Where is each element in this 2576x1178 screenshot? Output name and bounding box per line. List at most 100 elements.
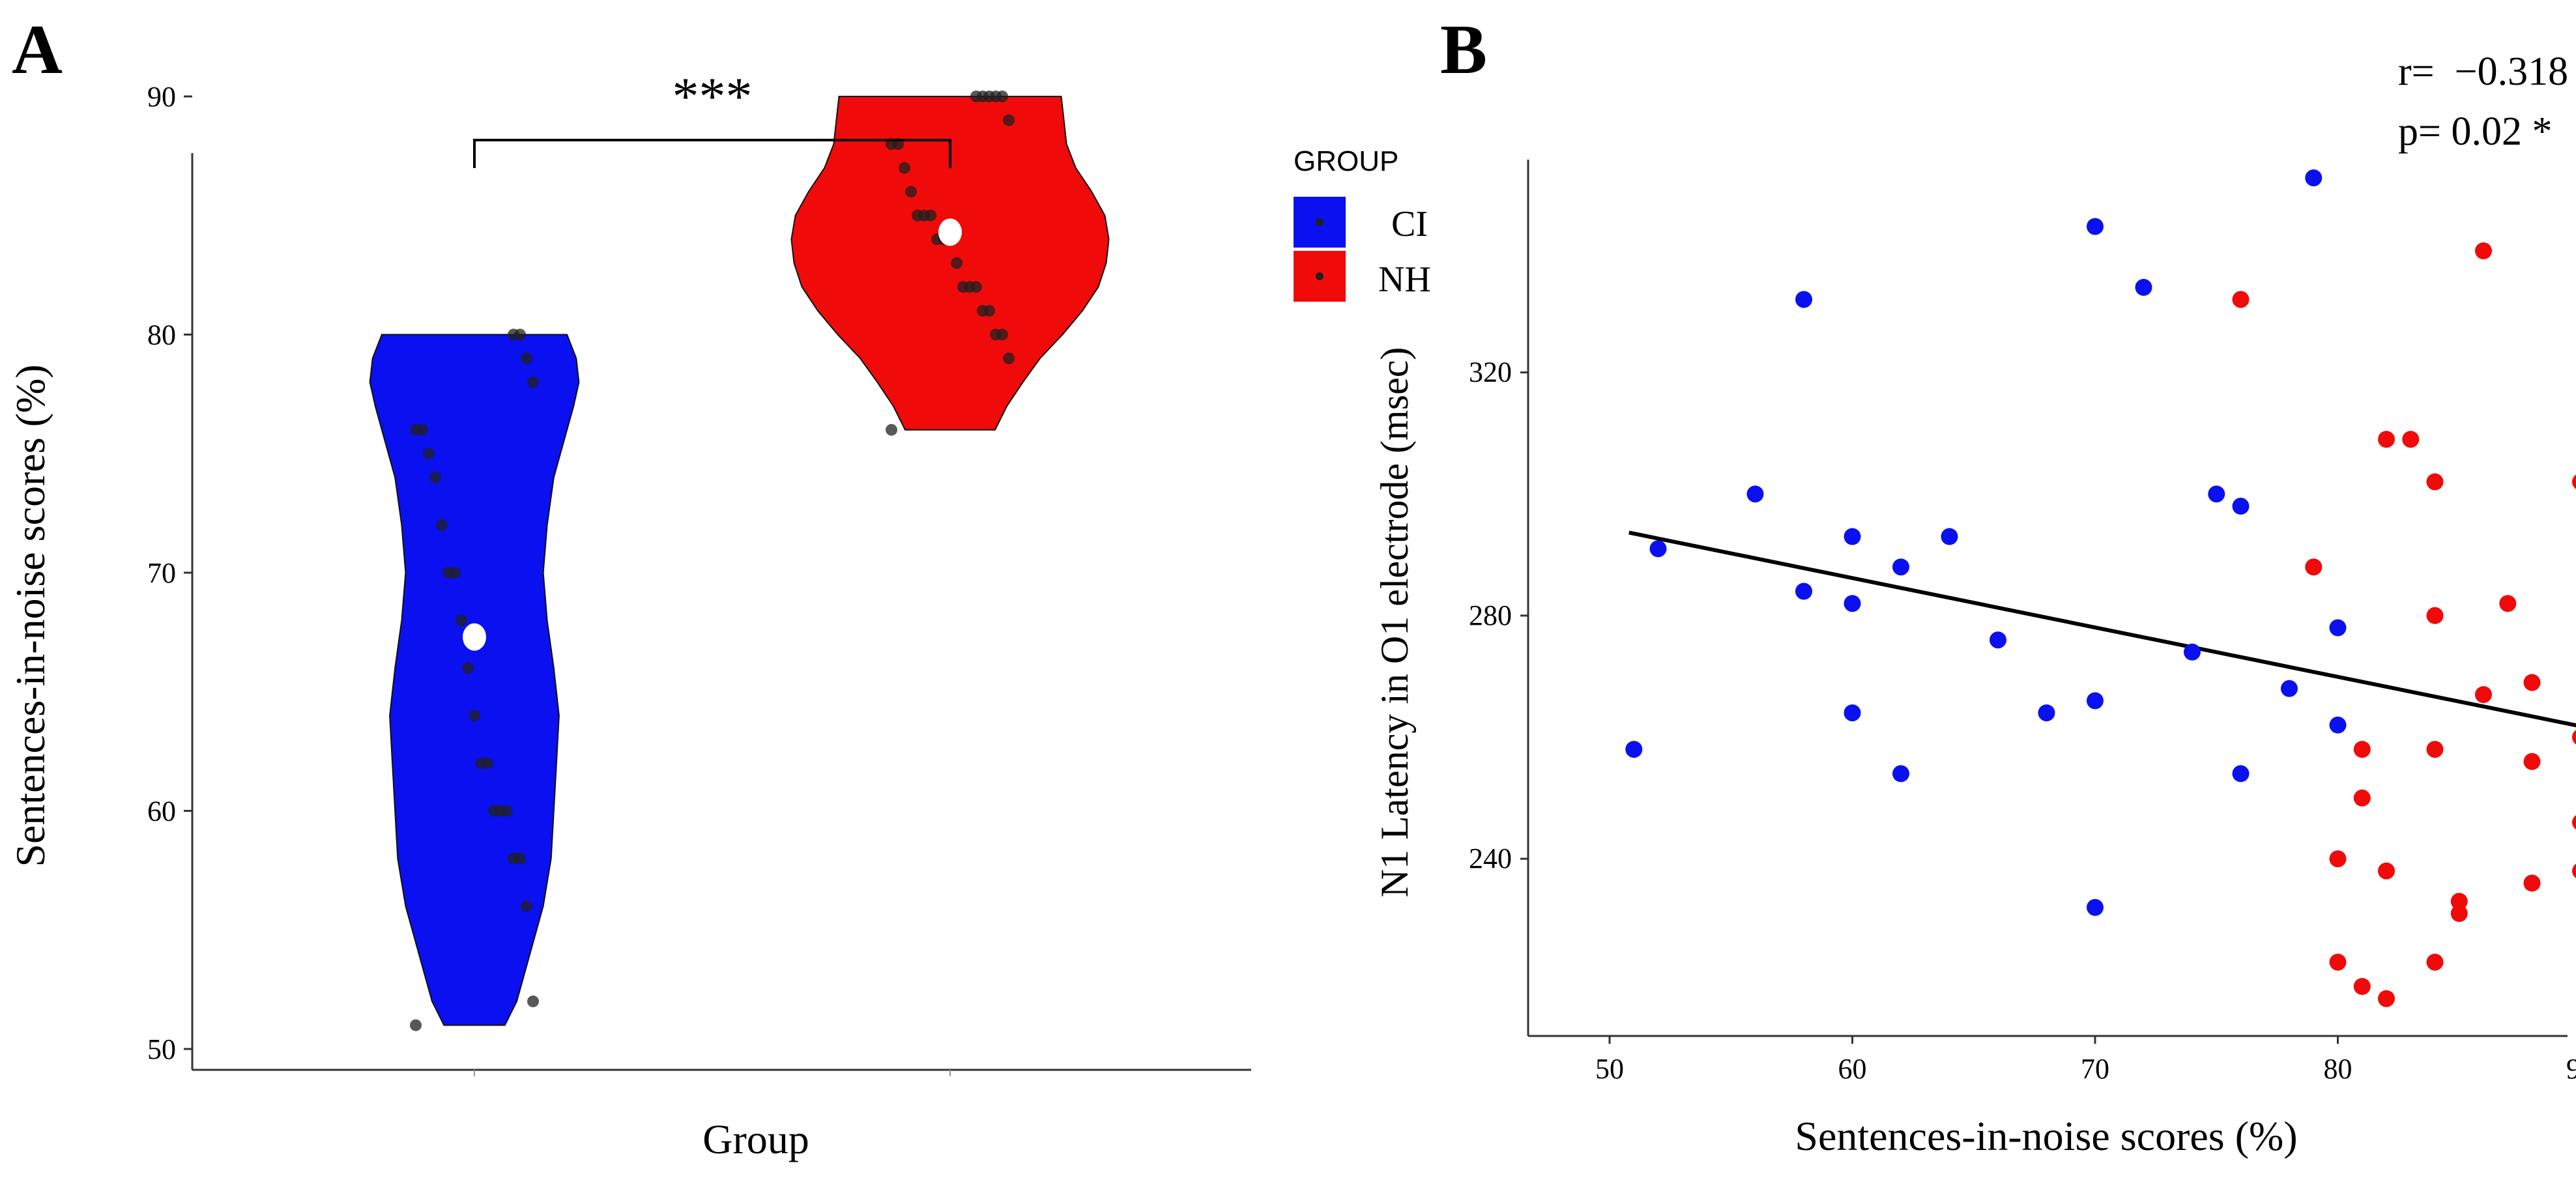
scatter-point-nh — [2475, 686, 2492, 704]
panel-b-x-tick-label: 50 — [1595, 1053, 1624, 1085]
scatter-point-nh — [2378, 990, 2395, 1007]
data-point-ci — [429, 471, 441, 483]
data-point-nh — [990, 328, 1002, 341]
data-point-nh — [886, 424, 897, 436]
panel-a-y-tick-label: 80 — [147, 319, 176, 351]
scatter-point-nh — [2402, 431, 2420, 448]
data-point-ci — [475, 757, 487, 769]
scatter-point-ci — [2232, 497, 2250, 515]
scatter-point-nh — [2353, 741, 2371, 758]
scatter-point-ci — [2135, 279, 2152, 296]
data-point-nh — [977, 305, 989, 317]
scatter-point-ci — [1649, 540, 1667, 558]
panel-b-x-tick-label: 60 — [1838, 1053, 1867, 1085]
data-point-nh — [905, 186, 917, 198]
data-point-ci — [488, 805, 500, 817]
panel-b-label: B — [1440, 11, 1487, 89]
data-point-nh — [912, 209, 923, 222]
scatter-point-ci — [2087, 692, 2104, 710]
data-point-nh — [970, 91, 982, 102]
panel-b-x-axis-label: Sentences-in-noise scores (%) — [1795, 1113, 2297, 1159]
scatter-point-nh — [2450, 893, 2468, 910]
scatter-point-nh — [2499, 595, 2517, 612]
data-point-nh — [1003, 114, 1015, 126]
scatter-plot-panel: 50 60 70 80 90 240 280 320 Sentences-in-noise s… — [1373, 50, 2576, 1159]
panel-a-y-axis-label: Sentences-in-noise scores (%) — [7, 364, 53, 867]
scatter-point-nh — [2378, 862, 2395, 880]
legend-label-ci: CI — [1391, 204, 1428, 244]
data-point-ci — [456, 614, 467, 627]
correlation-r-annotation: r= −0.318 — [2398, 50, 2568, 94]
panel-b-x-tick-label: 90 — [2566, 1053, 2576, 1085]
mean-marker-ci — [463, 623, 486, 651]
scatter-point-ci — [2305, 169, 2323, 186]
scatter-point-nh — [2426, 607, 2444, 624]
scatter-point-ci — [1746, 485, 1764, 503]
scatter-point-nh — [2232, 291, 2250, 308]
scatter-point-nh — [2329, 850, 2347, 868]
data-point-ci — [508, 328, 519, 341]
scatter-point-nh — [2305, 558, 2323, 576]
scatter-point-nh — [2450, 905, 2468, 922]
violin-ci — [369, 334, 580, 1026]
scatter-point-nh — [2523, 874, 2541, 892]
scatter-point-nh — [2426, 741, 2444, 758]
data-point-ci — [469, 710, 480, 722]
data-point-ci — [462, 662, 474, 674]
scatter-point-ci — [1990, 631, 2006, 649]
data-point-ci — [436, 519, 448, 531]
panel-a-label: A — [12, 11, 63, 89]
scatter-point-nh — [2426, 473, 2444, 491]
data-point-ci — [527, 995, 539, 1007]
panel-a-x-axis-label: Group — [702, 1116, 809, 1162]
scatter-point-nh — [2329, 953, 2347, 971]
data-point-ci — [423, 448, 435, 460]
scatter-point-nh — [2353, 789, 2371, 807]
scatter-point-ci — [1795, 582, 1812, 600]
data-point-nh — [1003, 352, 1015, 364]
legend-title: GROUP — [1294, 145, 1398, 177]
data-point-nh — [951, 257, 962, 269]
significance-bracket — [473, 139, 951, 168]
panel-a-y-tick-label: 90 — [147, 81, 176, 113]
panel-a-y-tick-label: 60 — [147, 796, 176, 827]
panel-a-y-tick-label: 70 — [147, 557, 176, 589]
scatter-point-nh — [2475, 242, 2492, 259]
panel-b-x-tick-label: 70 — [2081, 1053, 2109, 1085]
scatter-point-ci — [1844, 528, 1861, 545]
data-point-nh — [899, 162, 910, 174]
scatter-point-ci — [2329, 716, 2347, 734]
scatter-point-ci — [2281, 680, 2298, 697]
panel-b-y-tick-label: 240 — [1469, 842, 1512, 874]
legend-swatch-ci-dot — [1316, 218, 1324, 226]
data-point-nh — [957, 281, 969, 293]
scatter-point-nh — [2523, 753, 2541, 770]
scatter-point-nh — [2378, 431, 2395, 448]
scatter-point-ci — [2087, 898, 2104, 916]
significance-label: *** — [673, 66, 753, 126]
violin-plot-panel: 50 60 70 80 90 *** Group Sentences-in-noise … — [7, 66, 1251, 1162]
data-point-ci — [442, 567, 454, 579]
scatter-point-ci — [2208, 485, 2225, 503]
scatter-point-ci — [1795, 291, 1812, 308]
panel-b-y-tick-label: 320 — [1469, 356, 1512, 388]
violin-nh — [790, 96, 1110, 431]
scatter-point-nh — [2426, 953, 2444, 971]
scatter-point-ci — [1844, 595, 1861, 612]
scatter-point-nh — [2572, 863, 2576, 878]
data-point-ci — [410, 1019, 422, 1031]
scatter-point-ci — [2329, 619, 2347, 637]
data-point-ci — [410, 424, 422, 436]
scatter-point-ci — [1625, 741, 1643, 758]
scatter-point-nh — [2572, 815, 2576, 830]
scatter-point-ci — [2038, 704, 2055, 722]
mean-marker-nh — [938, 218, 962, 246]
legend-label-nh: NH — [1378, 259, 1431, 300]
scatter-point-nh — [2572, 730, 2576, 745]
data-point-ci — [527, 376, 539, 388]
correlation-p-annotation: p= 0.02 * — [2398, 109, 2552, 154]
panel-b-y-axis-label: N1 Latency in O1 electrode (msec) — [1373, 347, 1416, 898]
data-point-ci — [508, 852, 519, 865]
regression-line — [1628, 530, 2576, 728]
